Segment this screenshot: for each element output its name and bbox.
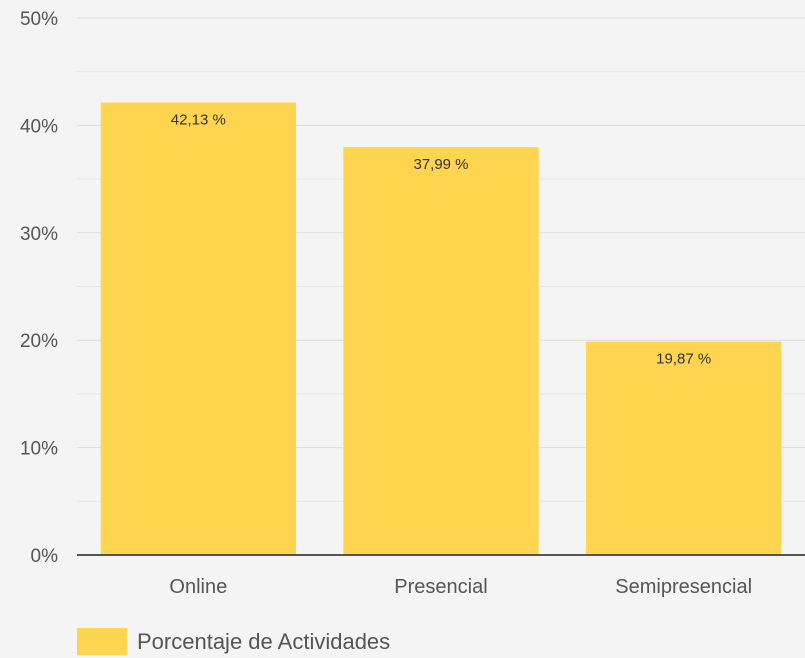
bar-chart: 0%10%20%30%40%50% 42,13 %37,99 %19,87 % … bbox=[20, 9, 805, 598]
x-tick-label: Presencial bbox=[394, 576, 487, 598]
x-tick-label: Online bbox=[169, 576, 227, 598]
data-label: 19,87 % bbox=[656, 351, 711, 368]
y-tick-label: 10% bbox=[20, 439, 58, 460]
data-labels: 42,13 % 37,99 % 19,87 % bbox=[171, 112, 711, 368]
legend: Porcentaje de Actividades bbox=[77, 628, 390, 655]
y-tick-label: 0% bbox=[31, 546, 59, 567]
y-tick-label: 30% bbox=[20, 224, 58, 245]
x-tick-label: Semipresencial bbox=[615, 576, 752, 598]
bar-online bbox=[100, 102, 297, 555]
y-tick-label: 20% bbox=[20, 331, 58, 352]
data-label: 42,13 % bbox=[171, 112, 226, 129]
bar-semipresencial bbox=[585, 341, 782, 555]
bars bbox=[100, 102, 782, 555]
y-tick-label: 50% bbox=[20, 9, 58, 30]
y-tick-label: 40% bbox=[20, 116, 58, 137]
x-axis: Online Presencial Semipresencial bbox=[77, 554, 805, 598]
bar-presencial bbox=[343, 146, 539, 555]
legend-swatch bbox=[77, 628, 127, 655]
data-label: 37,99 % bbox=[413, 156, 468, 173]
legend-label: Porcentaje de Actividades bbox=[137, 628, 391, 654]
y-axis: 0% 10% 20% 30% 40% 50% bbox=[20, 9, 58, 567]
